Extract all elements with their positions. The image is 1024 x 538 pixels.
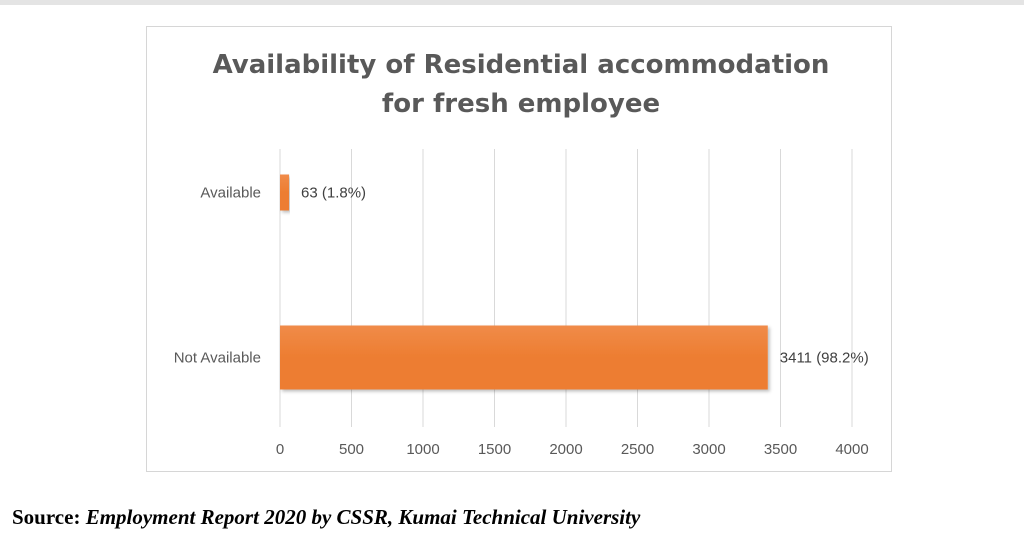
chart-title-line-2: for fresh employee xyxy=(382,89,660,119)
data-label: 3411 (98.2%) xyxy=(780,350,869,367)
x-tick-label: 1000 xyxy=(406,441,439,458)
source-text: Employment Report 2020 by CSSR, Kumai Te… xyxy=(85,505,641,529)
x-tick-label: 4000 xyxy=(835,441,868,458)
x-tick-label: 0 xyxy=(276,441,284,458)
x-tick-label: 1500 xyxy=(478,441,511,458)
category-label: Available xyxy=(200,185,261,202)
gridlines xyxy=(279,149,853,427)
x-tick-label: 3500 xyxy=(764,441,797,458)
bars xyxy=(280,174,768,390)
bar-chart: Availability of Residential accommodatio… xyxy=(174,50,869,459)
chart-frame: Availability of Residential accommodatio… xyxy=(146,26,892,472)
category-label: Not Available xyxy=(174,350,261,367)
x-tick-label: 2000 xyxy=(549,441,582,458)
x-tick-label: 3000 xyxy=(692,441,725,458)
source-label: Source: xyxy=(12,505,81,529)
data-label: 63 (1.8%) xyxy=(301,185,366,202)
x-tick-label: 2500 xyxy=(621,441,654,458)
labels: 0 500 1000 1500 2000 2500 3000 3500 4000 Availabl… xyxy=(174,185,869,459)
top-border-rule xyxy=(0,0,1024,5)
bar-not-available xyxy=(280,325,768,390)
chart-title-line-1: Availability of Residential accommodatio… xyxy=(213,50,830,80)
source-note: Source: Employment Report 2020 by CSSR, … xyxy=(12,505,640,530)
bar-available xyxy=(280,174,290,211)
x-tick-label: 500 xyxy=(339,441,364,458)
